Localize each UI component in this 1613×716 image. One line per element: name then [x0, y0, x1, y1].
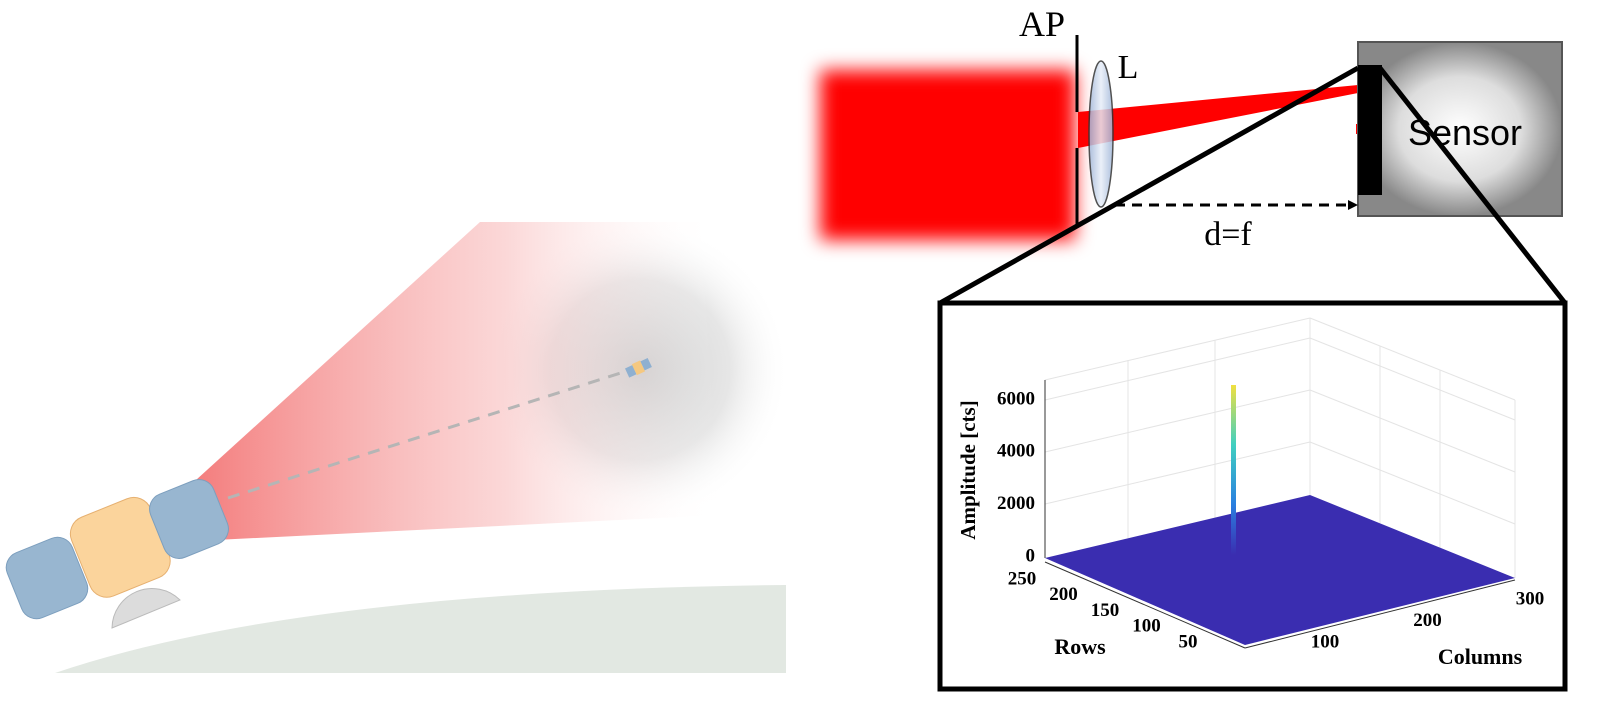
plot-inset: 0 2000 4000 6000 250 200 150 100 50 100 200 300 Amp…	[940, 303, 1565, 689]
scene	[1, 220, 790, 673]
z-tick-label: 2000	[997, 493, 1035, 514]
peak	[1231, 385, 1236, 555]
satellite	[1, 475, 233, 624]
row-tick-label: 250	[1008, 568, 1037, 589]
z-tick-label: 0	[1026, 545, 1036, 566]
column-tick-label: 200	[1413, 610, 1442, 631]
optics: AP L d=f Sensor	[820, 4, 1565, 303]
rows-label: Rows	[1054, 634, 1106, 659]
detector	[1358, 65, 1382, 195]
figure: AP L d=f Sensor 0 2000 4000 6000 250 200 150 10…	[0, 0, 1613, 716]
lens-label: L	[1118, 49, 1139, 86]
incoming-beam	[820, 70, 1075, 240]
row-tick-label: 200	[1049, 584, 1078, 605]
dish	[112, 589, 180, 628]
arrow-head	[1348, 200, 1358, 210]
sensor-label: Sensor	[1408, 112, 1522, 153]
z-axis-label: Amplitude [cts]	[956, 400, 980, 539]
columns-label: Columns	[1438, 644, 1523, 669]
row-tick-label: 100	[1132, 616, 1161, 637]
column-tick-label: 300	[1516, 588, 1545, 609]
distance-label: d=f	[1204, 216, 1252, 253]
aperture-label: AP	[1019, 4, 1065, 44]
z-tick-label: 6000	[997, 388, 1035, 409]
column-tick-label: 100	[1311, 631, 1340, 652]
row-tick-label: 150	[1091, 600, 1120, 621]
beam-cone	[185, 222, 720, 540]
z-tick-label: 4000	[997, 441, 1035, 462]
row-tick-label: 50	[1179, 631, 1198, 652]
lens	[1089, 61, 1113, 207]
